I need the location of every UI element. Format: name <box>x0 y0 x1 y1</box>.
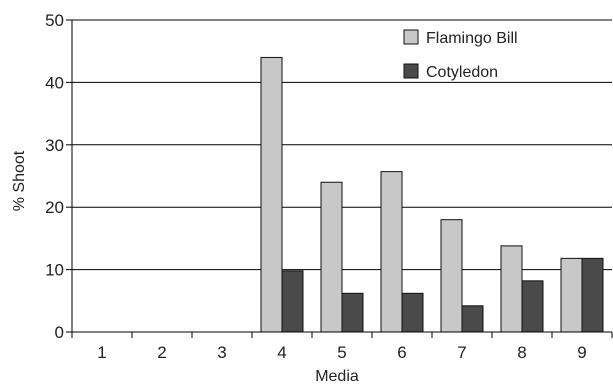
x-tick-label: 7 <box>457 343 466 362</box>
x-axis-label: Media <box>315 368 359 385</box>
bar-flamingo-bill-9 <box>560 257 583 333</box>
axes <box>66 19 613 338</box>
legend-swatch-cotyledon <box>403 63 419 79</box>
legend-swatch-flamingo-bill <box>403 29 419 45</box>
bar-flamingo-bill-5 <box>320 181 343 333</box>
bar-flamingo-bill-6 <box>380 171 403 333</box>
y-tick-label: 30 <box>45 136 64 155</box>
bars <box>260 56 604 333</box>
x-tick-label: 3 <box>217 343 226 362</box>
y-tick-label: 50 <box>45 11 64 30</box>
bar-flamingo-bill-7 <box>440 219 463 333</box>
legend: Flamingo Bill Cotyledon <box>403 29 518 81</box>
x-tick-label: 9 <box>577 343 586 362</box>
x-tick-label: 1 <box>97 343 106 362</box>
bar-flamingo-bill-4 <box>260 56 283 333</box>
x-tick-label: 5 <box>337 343 346 362</box>
bar-cotyledon-7 <box>461 305 484 333</box>
x-tick-label: 4 <box>277 343 286 362</box>
x-tick-label: 8 <box>517 343 526 362</box>
legend-label: Flamingo Bill <box>426 30 518 47</box>
x-tick-label: 2 <box>157 343 166 362</box>
bar-cotyledon-5 <box>341 292 364 333</box>
x-tick-labels: 1 2 3 4 5 6 7 8 9 <box>97 343 586 362</box>
bar-cotyledon-6 <box>401 292 424 333</box>
bar-flamingo-bill-8 <box>500 245 523 333</box>
y-tick-label: 10 <box>45 261 64 280</box>
y-tick-label: 0 <box>55 323 64 342</box>
legend-label: Cotyledon <box>426 64 498 81</box>
bar-cotyledon-4 <box>281 270 304 333</box>
y-tick-labels: 0 10 20 30 40 50 <box>45 11 64 342</box>
y-axis-label: % Shoot <box>11 150 28 211</box>
x-tick-label: 6 <box>397 343 406 362</box>
y-tick-label: 20 <box>45 198 64 217</box>
bar-cotyledon-9 <box>581 257 604 333</box>
bar-cotyledon-8 <box>521 280 544 333</box>
y-tick-label: 40 <box>45 73 64 92</box>
